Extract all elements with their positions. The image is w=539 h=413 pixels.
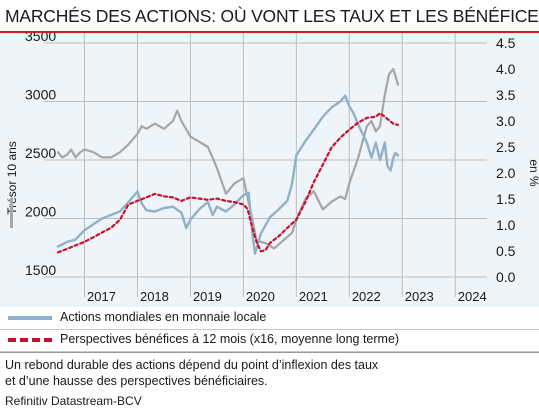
left-axis-swatch xyxy=(10,198,13,228)
legend-item-perspectives: Perspectives bénéfices à 12 mois (x16, m… xyxy=(0,329,539,352)
x-tick-label: 2021 xyxy=(299,289,328,304)
caption-line-2: et d’une hausse des perspectives bénéfic… xyxy=(5,374,268,388)
right-tick-label: 0.5 xyxy=(496,243,516,259)
series-line-actions xyxy=(56,94,400,255)
series-line-perspectives xyxy=(56,112,400,254)
left-tick-label: 3500 xyxy=(25,33,56,44)
caption-line-1: Un rebond durable des actions dépend du … xyxy=(5,358,379,372)
axis-labels: 1500 2000 2500 3000 3500 2017 2018 2019 2020 2021… xyxy=(5,33,539,304)
legend-label-perspectives: Perspectives bénéfices à 12 mois (x16, m… xyxy=(60,332,400,346)
plot-background xyxy=(0,33,539,307)
caption-rule xyxy=(0,352,539,353)
grid xyxy=(44,33,487,297)
x-tick-label: 2023 xyxy=(405,289,434,304)
x-tick-label: 2020 xyxy=(246,289,275,304)
x-tick-label: 2019 xyxy=(193,289,222,304)
x-tick-label: 2022 xyxy=(352,289,381,304)
right-tick-label: 0.0 xyxy=(496,269,516,285)
caption: Un rebond durable des actions dépend du … xyxy=(5,357,525,389)
legend-item-actions: Actions mondiales en monnaie locale xyxy=(0,307,539,330)
right-tick-label: 4.0 xyxy=(496,61,516,77)
chart-title: MARCHÉS DES ACTIONS: OÙ VONT LES TAUX ET… xyxy=(5,6,539,26)
legend-swatch-actions xyxy=(8,316,52,320)
title-rule xyxy=(0,31,539,33)
left-tick-label: 2500 xyxy=(25,145,56,161)
right-tick-label: 3.5 xyxy=(496,87,516,103)
chart: 1500 2000 2500 3000 3500 2017 2018 2019 2020 2021… xyxy=(5,33,539,304)
left-tick-label: 3000 xyxy=(25,87,56,103)
left-axis-title: Trésor 10 ans xyxy=(5,141,19,215)
right-tick-label: 3.0 xyxy=(496,113,516,129)
right-axis-title: en % xyxy=(527,159,539,187)
left-tick-label: 2000 xyxy=(25,204,56,220)
x-tick-label: 2024 xyxy=(458,289,487,304)
series-line-tresor xyxy=(56,67,400,250)
right-tick-label: 1.0 xyxy=(496,217,516,233)
right-tick-label: 2.0 xyxy=(496,165,516,181)
right-tick-label: 2.5 xyxy=(496,139,516,155)
right-tick-label: 4.5 xyxy=(496,35,516,51)
legend-label-actions: Actions mondiales en monnaie locale xyxy=(60,310,267,324)
x-tick-label: 2018 xyxy=(140,289,169,304)
series-group xyxy=(56,67,400,255)
left-tick-label: 1500 xyxy=(25,262,56,278)
legend-swatch-perspectives xyxy=(8,338,52,342)
right-tick-label: 1.5 xyxy=(496,191,516,207)
x-tick-label: 2017 xyxy=(87,289,116,304)
source-note: Refinitiv Datastream-BCV xyxy=(5,394,142,408)
